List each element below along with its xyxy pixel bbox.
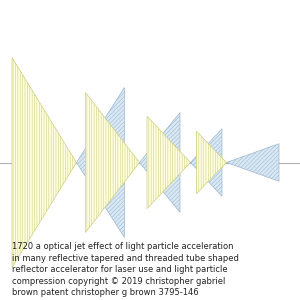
- Polygon shape: [140, 112, 180, 212]
- Polygon shape: [226, 144, 279, 181]
- Polygon shape: [85, 92, 140, 232]
- Polygon shape: [190, 129, 222, 196]
- Polygon shape: [12, 58, 76, 268]
- Polygon shape: [196, 131, 226, 194]
- Text: 1720 a optical jet effect of light particle acceleration
in many reflective tape: 1720 a optical jet effect of light parti…: [12, 242, 239, 297]
- Polygon shape: [76, 88, 124, 238]
- Polygon shape: [147, 116, 190, 209]
